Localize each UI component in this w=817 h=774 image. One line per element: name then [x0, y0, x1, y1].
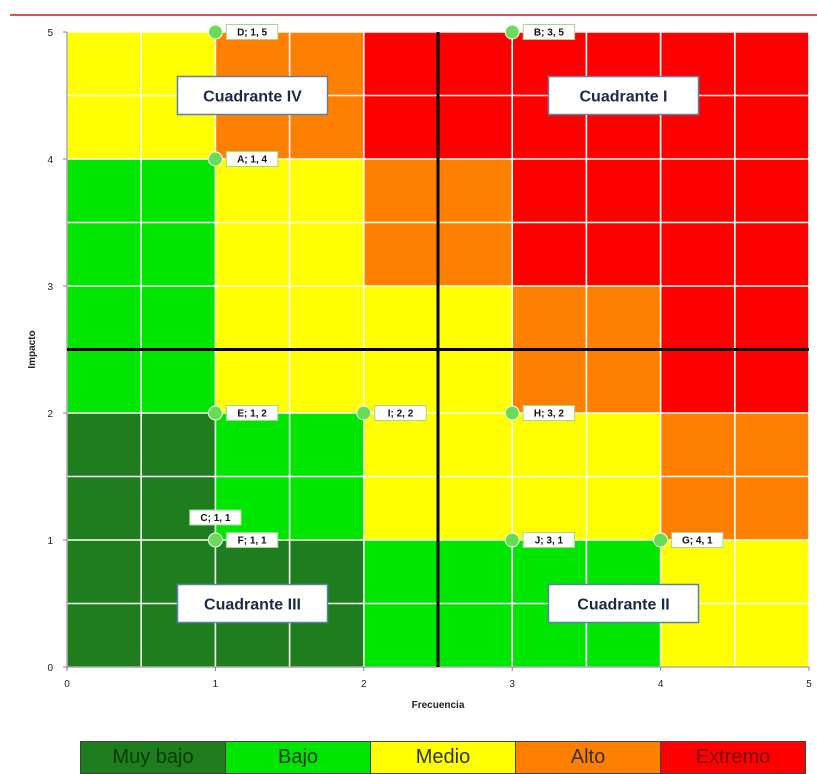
data-point-marker: [207, 24, 223, 40]
quadrant-label-box: Cuadrante I: [547, 75, 700, 116]
data-point-marker: [207, 532, 223, 548]
data-point-label-bg: [225, 405, 279, 421]
x-tick-label: 1: [213, 679, 219, 690]
legend-label: Extremo: [695, 746, 771, 768]
data-point-marker: [504, 24, 520, 40]
y-tick-label: 0: [47, 663, 53, 674]
data-point-label-text: F; 1, 1: [238, 536, 267, 547]
y-tick-label: 4: [47, 155, 53, 166]
data-point-label-bg: [522, 24, 576, 40]
data-point-label-text: E; 1, 2: [237, 409, 267, 420]
legend-item-bajo: Bajo: [226, 742, 371, 773]
risk-matrix-chart: 0 1 2 3 4 5 0 1 2 3 4 5 Frecuencia Impacto Cuadrante I…: [27, 24, 812, 711]
data-point-label-bg: [225, 151, 279, 167]
data-point-label-text: H; 3, 2: [534, 409, 564, 420]
quadrant-label-bg: [547, 583, 700, 624]
data-point-label-bg: [374, 405, 427, 421]
legend-label: Alto: [570, 746, 606, 768]
quadrant-label-box: Cuadrante IV: [176, 75, 329, 116]
data-point-label-text: I; 2, 2: [388, 409, 414, 420]
quadrant-label: Cuadrante IV: [203, 89, 302, 106]
quadrant-label-bg: [547, 75, 700, 116]
x-tick-label: 0: [64, 679, 70, 690]
legend-label: Muy bajo: [112, 746, 194, 768]
data-point-label: F; 1, 1: [225, 532, 279, 548]
data-point-label-text: C; 1, 1: [200, 513, 230, 524]
data-point-label-text: D; 1, 5: [237, 28, 267, 39]
quadrant-label: Cuadrante III: [204, 597, 301, 614]
data-point-label-text: G; 4, 1: [682, 536, 713, 547]
x-tick-label: 3: [509, 679, 515, 690]
y-tick-label: 2: [47, 409, 53, 420]
data-point-label-text: B; 3, 5: [534, 28, 564, 39]
data-point-label: A; 1, 4: [225, 151, 279, 167]
chart-frame: 0 1 2 3 4 5 0 1 2 3 4 5 Frecuencia Impacto Cuadrante I…: [10, 14, 817, 736]
legend-item-alto: Alto: [516, 742, 661, 773]
data-point-label-text: A; 1, 4: [237, 155, 267, 166]
data-point-marker: [504, 405, 520, 421]
data-point-label: G; 4, 1: [671, 532, 724, 548]
data-point-marker: [504, 532, 520, 548]
x-tick-label: 2: [361, 679, 367, 690]
data-point-label-text: J; 3, 1: [535, 536, 564, 547]
y-tick-label: 3: [47, 282, 53, 293]
legend-item-medio: Medio: [371, 742, 516, 773]
y-axis-title: Impacto: [27, 330, 38, 368]
data-point-label: J; 3, 1: [522, 532, 576, 548]
data-point-marker: [653, 532, 669, 548]
quadrant-label: Cuadrante I: [579, 89, 667, 106]
data-point-label-bg: [671, 532, 724, 548]
legend-item-muy-bajo: Muy bajo: [81, 742, 226, 773]
data-point-label-bg: [225, 24, 279, 40]
x-tick-label: 5: [806, 679, 812, 690]
data-point-label-bg: [189, 509, 242, 526]
y-tick-label: 1: [47, 536, 53, 547]
quadrant-label-bg: [176, 75, 329, 116]
legend-label: Bajo: [277, 746, 319, 768]
x-tick-label: 4: [658, 679, 664, 690]
data-point-marker: [356, 405, 372, 421]
data-point-label: H; 3, 2: [522, 405, 576, 421]
data-point-label: I; 2, 2: [374, 405, 427, 421]
x-axis-title: Frecuencia: [412, 700, 465, 711]
quadrant-label-box: Cuadrante III: [176, 583, 329, 624]
data-point-marker: [207, 151, 223, 167]
risk-legend: Muy bajo Bajo Medio Alto Extremo: [80, 741, 806, 774]
data-point-label-bg: [522, 532, 576, 548]
data-point-marker: [207, 405, 223, 421]
data-point-label-bg: [522, 405, 576, 421]
quadrant-label: Cuadrante II: [577, 597, 669, 614]
quadrant-label-box: Cuadrante II: [547, 583, 700, 624]
data-point-label: D; 1, 5: [225, 24, 279, 40]
quadrant-label-bg: [176, 583, 329, 624]
data-point-label: B; 3, 5: [522, 24, 576, 40]
legend-item-extremo: Extremo: [661, 742, 805, 773]
data-point-label-bg: [225, 532, 279, 548]
legend-label: Medio: [415, 746, 471, 768]
data-point-label: C; 1, 1: [189, 509, 242, 526]
y-tick-label: 5: [47, 28, 53, 39]
data-point-label: E; 1, 2: [225, 405, 279, 421]
